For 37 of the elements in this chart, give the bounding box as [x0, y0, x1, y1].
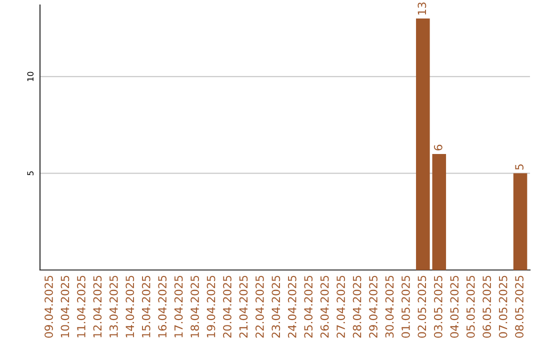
x-tick-label: 12.04.2025	[93, 276, 102, 338]
bar	[513, 173, 528, 270]
x-tick-label: 20.04.2025	[223, 276, 232, 338]
x-tick-label: 07.05.2025	[498, 276, 508, 338]
x-tick-label: 29.04.2025	[369, 276, 378, 338]
x-tick-label: 10.04.2025	[60, 276, 70, 338]
x-tick-label: 17.04.2025	[174, 276, 183, 338]
x-tick-label: 19.04.2025	[206, 276, 216, 338]
x-tick-label: 02.05.2025	[418, 276, 426, 338]
x-tick-label: 08.05.2025	[515, 276, 524, 338]
x-tick-label: 27.04.2025	[336, 276, 346, 338]
x-tick-label: 03.05.2025	[434, 276, 442, 338]
x-tick-label: 23.04.2025	[272, 276, 280, 338]
x-tick-label: 24.04.2025	[288, 276, 296, 338]
data-label: 5	[515, 164, 524, 170]
x-tick-label: 26.04.2025	[320, 276, 329, 338]
x-tick-label: 22.04.2025	[255, 276, 264, 338]
x-tick-label: 16.04.2025	[158, 276, 167, 338]
x-tick-label: 11.04.2025	[77, 276, 86, 338]
x-tick-label: 09.04.2025	[44, 276, 53, 338]
x-tick-label: 14.04.2025	[126, 276, 134, 338]
bar	[416, 18, 430, 270]
x-tick-label: 06.05.2025	[482, 276, 492, 338]
x-tick-label: 05.05.2025	[466, 276, 475, 338]
x-tick-label: 21.04.2025	[239, 276, 248, 338]
x-tick-label: 30.04.2025	[385, 276, 394, 338]
x-tick-label: 25.04.2025	[304, 276, 313, 338]
bar	[432, 154, 446, 270]
x-tick-label: 18.04.2025	[190, 276, 199, 338]
y-tick-label: 10	[27, 72, 34, 81]
data-label: 13	[418, 2, 426, 15]
x-tick-label: 01.05.2025	[402, 276, 410, 338]
x-tick-label: 15.04.2025	[142, 276, 150, 338]
x-tick-label: 04.05.2025	[450, 276, 459, 338]
data-label: 6	[434, 144, 442, 150]
x-tick-label: 28.04.2025	[352, 276, 362, 338]
x-tick-label: 13.04.2025	[109, 276, 118, 338]
